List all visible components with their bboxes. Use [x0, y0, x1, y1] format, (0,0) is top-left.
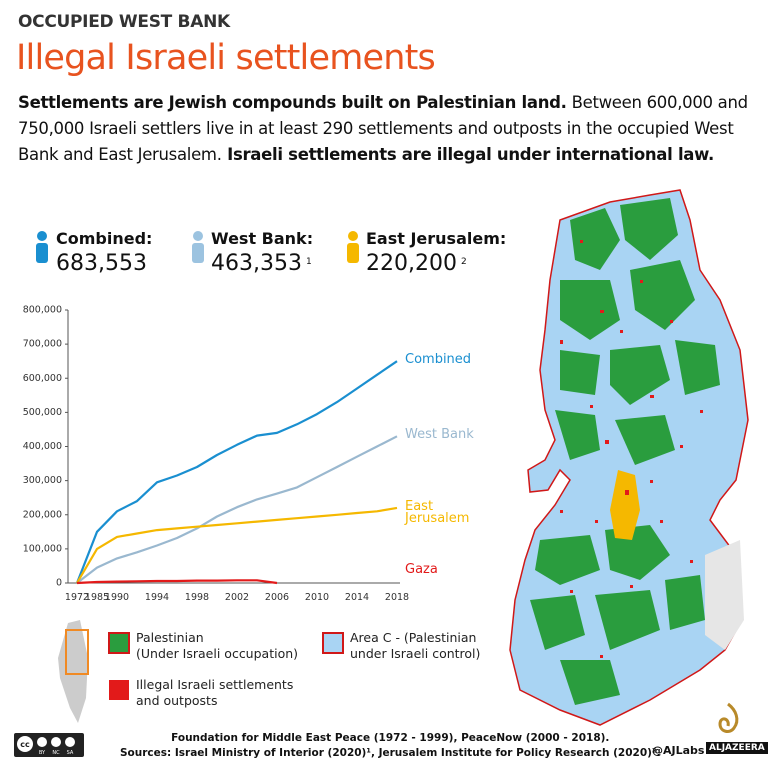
x-tick-label: 1994 [145, 592, 169, 603]
legend-line: and outposts [136, 693, 218, 708]
series-label: Gaza [405, 562, 438, 577]
y-tick-label: 600,000 [23, 373, 62, 384]
title: Illegal Israeli settlements [16, 38, 436, 78]
brand: ALJAZEERA [706, 742, 768, 754]
stat-value: 683,553 [56, 251, 147, 276]
description-run: Israeli settlements are illegal under in… [221, 145, 714, 164]
stat-value: 220,200 [366, 251, 457, 276]
y-tick-label: 0 [56, 578, 62, 589]
license-icon [65, 737, 75, 747]
legend-line: Palestinian [136, 630, 204, 645]
settlements [560, 240, 703, 658]
stat-label: East Jerusalem: [366, 229, 507, 248]
stat-value: 220,200 2 [366, 251, 467, 276]
description: Settlements are Jewish compounds built o… [18, 90, 758, 168]
license-label: SA [67, 750, 74, 756]
legend-line: Illegal Israeli settlements [136, 677, 294, 692]
dead-sea-area [705, 540, 744, 650]
legend-item: Palestinian (Under Israeli occupation) [136, 630, 298, 662]
license-icon [51, 737, 61, 747]
x-tick-label: 2018 [385, 592, 409, 603]
kicker: OCCUPIED WEST BANK [18, 12, 230, 32]
icon-combined [36, 231, 48, 263]
description-run: Between 600,000 and 750,000 Israeli sett… [18, 93, 748, 164]
y-tick-label: 300,000 [23, 475, 62, 486]
source-line: Foundation for Middle East Peace (1972 -… [171, 732, 610, 744]
x-tick-label: 2006 [265, 592, 289, 603]
logo-mark [718, 702, 739, 733]
stat-value: 463,353 [211, 251, 302, 276]
swatch-area-c [322, 632, 344, 654]
legend-line: under Israeli control) [350, 646, 481, 661]
east-jerusalem [610, 470, 640, 540]
svg-text:cc: cc [20, 740, 30, 749]
y-tick-label: 100,000 [23, 543, 62, 554]
y-tick-label: 800,000 [23, 305, 62, 316]
stat-label: West Bank: [211, 229, 314, 248]
palestinian-areas [530, 198, 720, 705]
y-tick-label: 500,000 [23, 407, 62, 418]
x-tick-label: 1985 [85, 592, 109, 603]
handle: @AJLabs [652, 744, 705, 757]
footnote-mark: 2 [460, 256, 467, 267]
swatch-settlements [109, 680, 129, 700]
inset-map [58, 620, 89, 723]
x-tick-label: 1990 [105, 592, 129, 603]
swatch-palestinian [108, 632, 130, 654]
map [509, 189, 749, 726]
legend-item: Area C - (Palestinian under Israeli contr… [350, 630, 480, 662]
series-label: Combined [405, 352, 472, 368]
y-tick-label: 400,000 [23, 441, 62, 452]
series-label: West Bank [405, 427, 474, 443]
stat-value: 683,553 [56, 251, 147, 276]
series-line [76, 506, 398, 584]
stat-value: 463,353 1 [211, 251, 312, 276]
x-tick-label: 1972 [65, 592, 89, 603]
series-line [76, 435, 398, 584]
series-line [75, 360, 398, 584]
source-line: Sources: Israel Ministry of Interior (20… [120, 747, 661, 759]
footnote-mark: 1 [305, 256, 312, 267]
icon-west-bank [192, 231, 204, 263]
legend-item: Illegal Israeli settlements and outposts [136, 677, 293, 709]
y-tick-label: 200,000 [23, 509, 62, 520]
cc-badge: cc BY NC SA [14, 733, 84, 757]
icon-east-jerusalem [347, 231, 359, 263]
legend-line: Area C - (Palestinian [350, 630, 477, 645]
sources: Foundation for Middle East Peace (1972 -… [120, 731, 661, 761]
y-tick-label: 700,000 [23, 339, 62, 350]
x-tick-label: 1998 [185, 592, 209, 603]
x-tick-label: 2010 [305, 592, 329, 603]
license-label: BY [39, 750, 46, 756]
license-label: NC [52, 750, 60, 756]
legend-line: (Under Israeli occupation) [136, 646, 299, 661]
stat-label: Combined: [56, 229, 153, 248]
series-label: East Jerusalem [405, 498, 470, 526]
x-tick-label: 2014 [345, 592, 369, 603]
x-tick-label: 2002 [225, 592, 249, 603]
description-run: Settlements are Jewish compounds built o… [18, 93, 567, 112]
license-icon [37, 737, 47, 747]
series-line [76, 579, 278, 585]
